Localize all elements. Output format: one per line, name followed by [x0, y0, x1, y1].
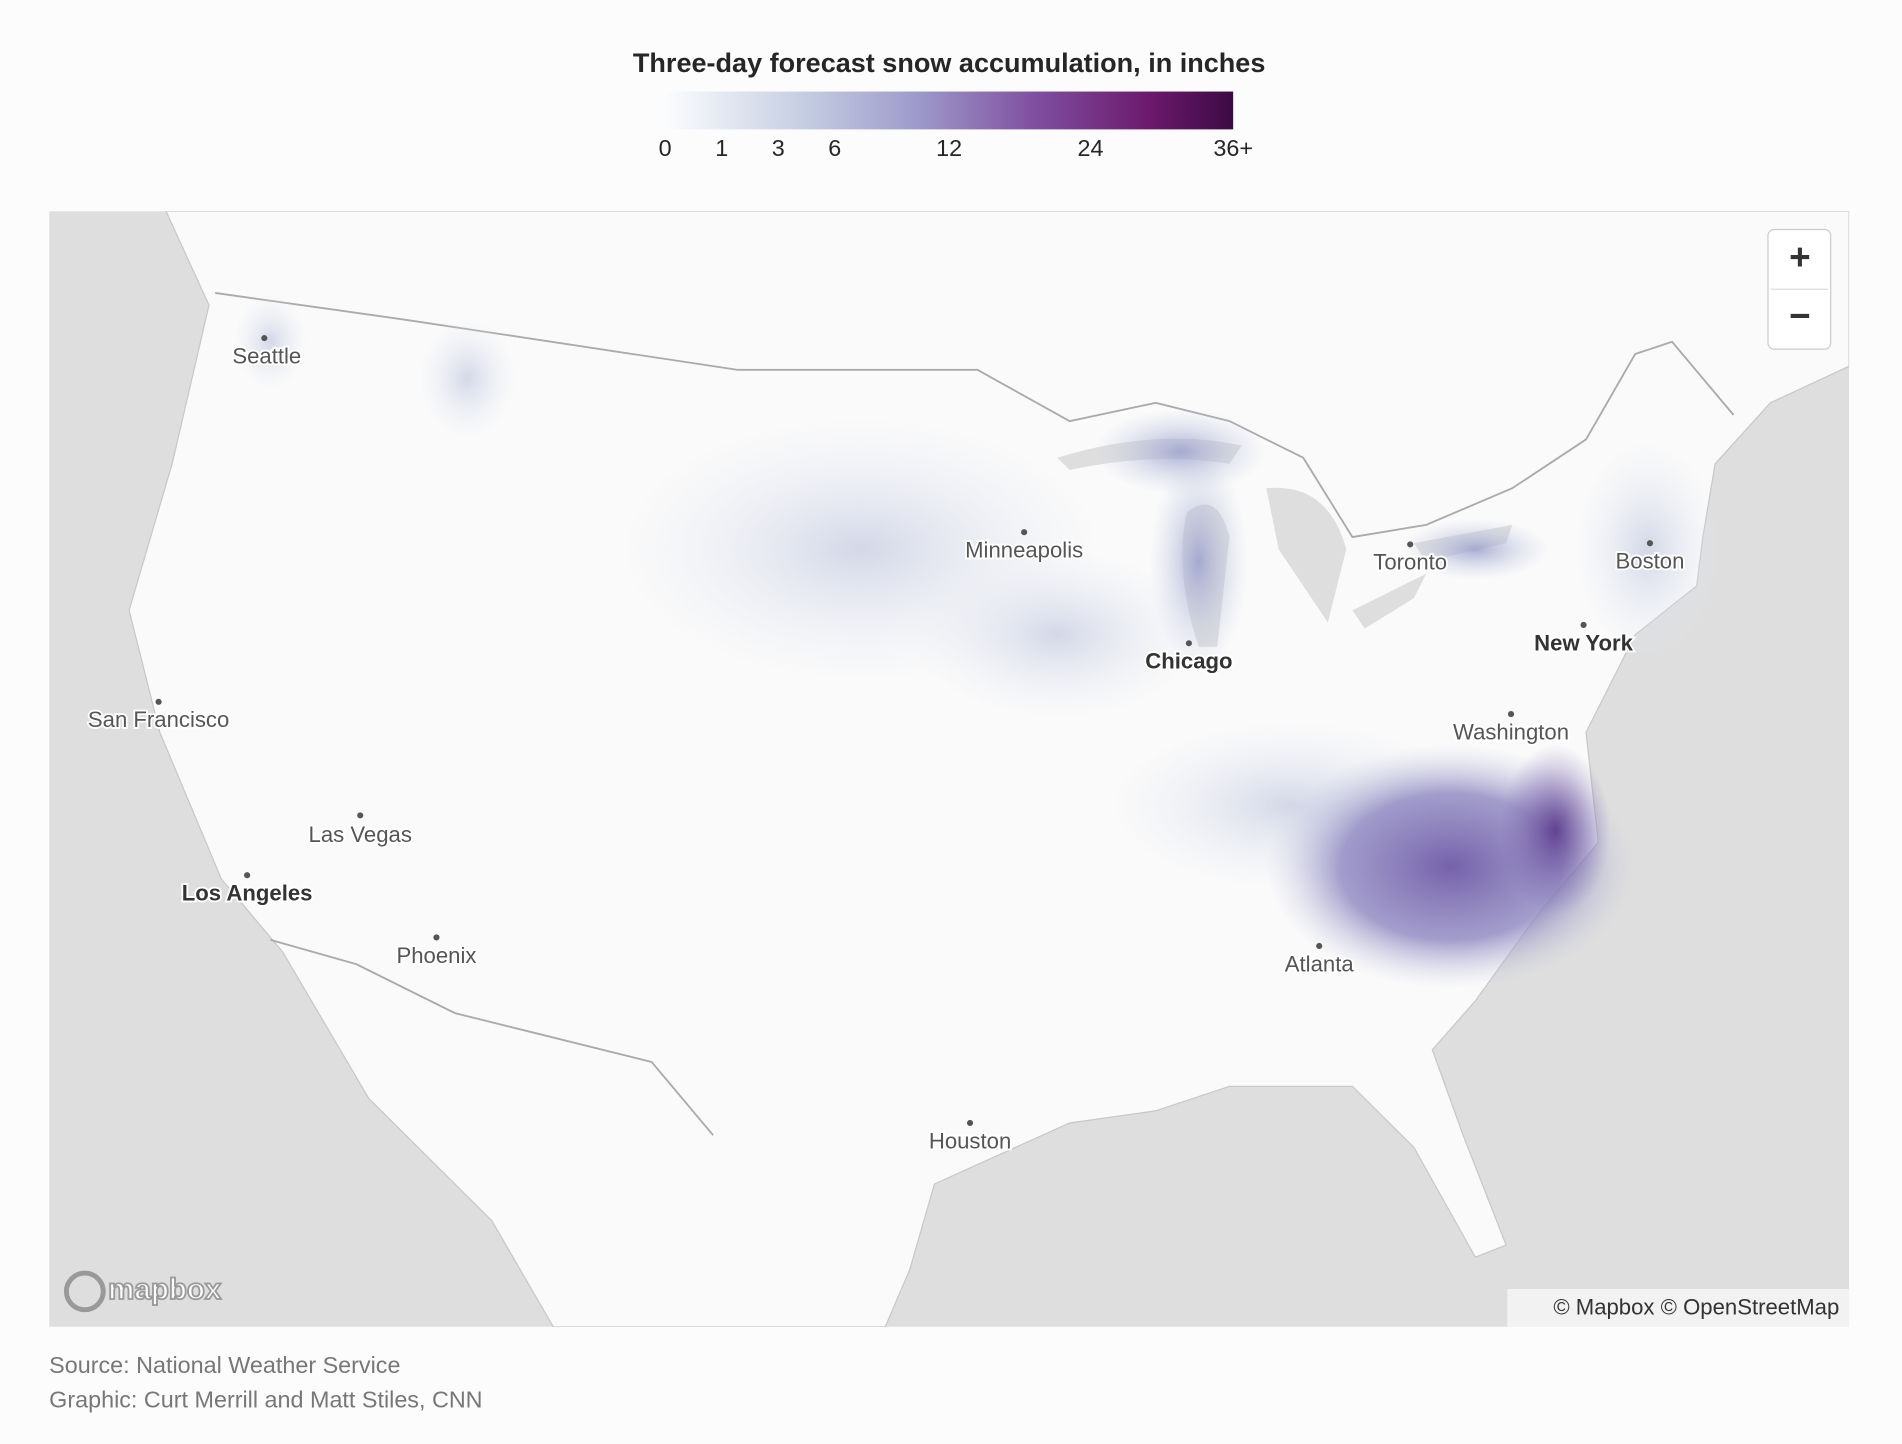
city-label: Houston	[929, 1128, 1011, 1153]
city-dot	[244, 872, 251, 879]
snow-area	[1401, 518, 1550, 580]
city-label: Los Angeles	[182, 881, 313, 906]
snow-area	[1094, 408, 1267, 495]
source: Source: National Weather Service	[49, 1352, 400, 1378]
city-label: Seattle	[232, 344, 301, 369]
snow-area	[1149, 451, 1248, 672]
city-label: Toronto	[1373, 550, 1447, 575]
city-label: Atlanta	[1285, 951, 1355, 976]
city-dot	[966, 1119, 974, 1127]
city-label: Chicago	[1145, 649, 1232, 674]
legend-title: Three-day forecast snow accumulation, in…	[633, 48, 1265, 78]
city-dot	[1407, 541, 1414, 548]
legend-tick-label: 12	[936, 135, 962, 161]
city-label: New York	[1534, 630, 1634, 655]
city-dot	[433, 934, 440, 941]
zoom-out-button[interactable]: −	[1789, 295, 1811, 336]
attribution[interactable]: © Mapbox © OpenStreetMap	[1553, 1294, 1839, 1319]
legend-tick-label: 24	[1078, 135, 1104, 161]
attribution-box	[1507, 1288, 1850, 1327]
city-dot	[1021, 529, 1028, 536]
logo-icon	[63, 1270, 106, 1313]
city-label: San Francisco	[88, 707, 229, 732]
city-dot	[261, 335, 268, 342]
city-dot	[1507, 711, 1515, 718]
map: Seattle San Francisco Las Vegas Los Angeles…	[49, 211, 1850, 1327]
snow-area	[1499, 744, 1611, 916]
zoom-control: + −	[1767, 228, 1832, 350]
zoom-in-button[interactable]: +	[1789, 237, 1811, 278]
legend-bar	[666, 91, 1234, 130]
legend-tick-label: 3	[772, 135, 785, 161]
legend-tick-label: 6	[828, 135, 841, 161]
legend-tick-label: 1	[715, 135, 728, 161]
city-label: Washington	[1453, 719, 1569, 744]
city-dot	[1580, 621, 1587, 629]
snow-area	[909, 549, 1205, 721]
city-label: Phoenix	[396, 943, 476, 968]
city-dot	[155, 698, 162, 705]
snow-area	[418, 317, 517, 440]
snow-area	[233, 292, 308, 391]
city-dot	[1185, 640, 1192, 647]
snow-area	[1573, 439, 1722, 660]
city-label: Minneapolis	[965, 538, 1083, 563]
city-label: Las Vegas	[309, 822, 412, 847]
city-dot	[1646, 540, 1654, 547]
city-dot	[357, 812, 364, 819]
credit: Graphic: Curt Merrill and Matt Stiles, C…	[49, 1386, 482, 1412]
legend-tick-label: 36+	[1213, 135, 1253, 161]
us-border	[215, 292, 1735, 1136]
city-dot	[1316, 942, 1323, 950]
city-label: Boston	[1616, 549, 1685, 574]
legend-tick-label: 0	[659, 135, 672, 161]
great-lakes	[1057, 438, 1513, 647]
logo[interactable]: mapbox	[107, 1272, 223, 1307]
